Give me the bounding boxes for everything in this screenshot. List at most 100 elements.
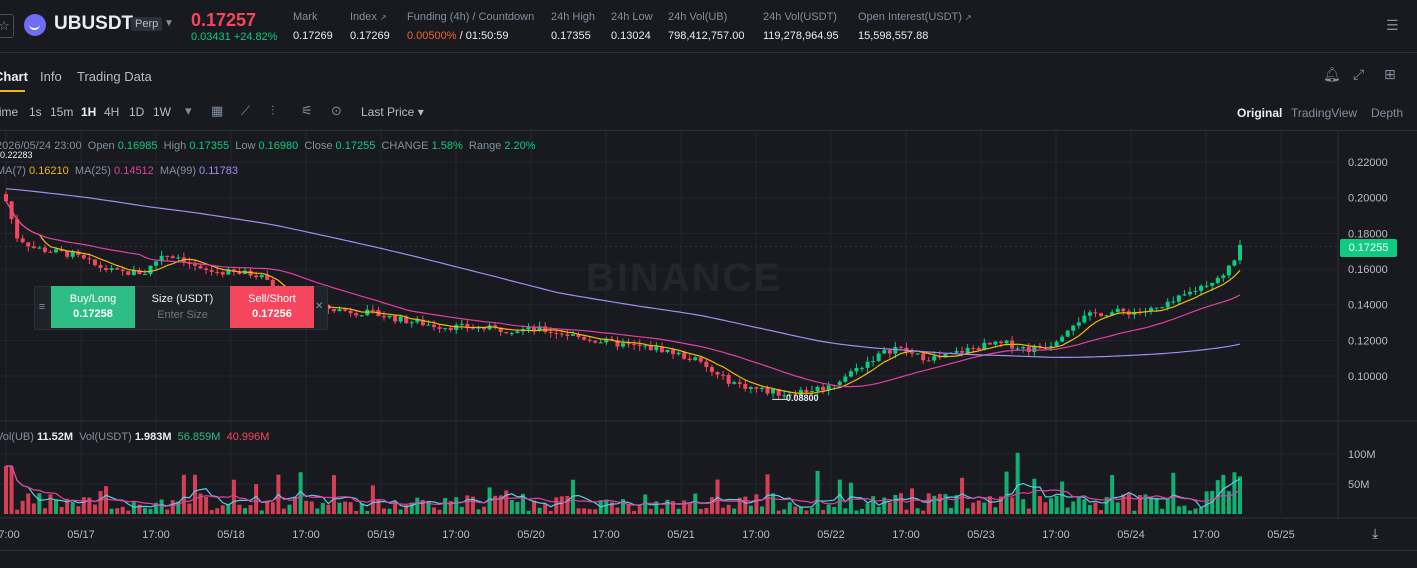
- line-chart-icon[interactable]: ⟋: [241, 103, 251, 118]
- candlestick-chart[interactable]: 0.22000 0.20000 0.18000 0.16000 0.14000 0.120…: [0, 131, 1417, 550]
- interval-time[interactable]: Time: [0, 105, 19, 119]
- volume-bar: [1082, 499, 1087, 514]
- candle-body: [343, 309, 348, 311]
- candle-body: [1093, 312, 1098, 314]
- volume-bar: [648, 508, 653, 514]
- candle-body: [1221, 275, 1226, 278]
- candle-body: [915, 353, 920, 355]
- time-tick-label: 05/23: [967, 529, 995, 541]
- stat-oi-label[interactable]: Open Interest(USDT) ↗: [858, 11, 972, 23]
- candle-body: [665, 349, 670, 353]
- candle-body: [771, 388, 776, 394]
- sell-short-button[interactable]: Sell/Short 0.17256: [230, 286, 314, 328]
- size-field: Size (USDT): [136, 286, 229, 328]
- volume-bar: [515, 502, 520, 514]
- volume-bar: [915, 508, 920, 514]
- candle-body: [643, 345, 648, 347]
- tab-chart[interactable]: Chart: [0, 69, 28, 84]
- volume-bar: [943, 494, 948, 514]
- candle-body: [1193, 290, 1198, 292]
- candle-body: [1199, 285, 1204, 291]
- more-menu-icon[interactable]: ☰: [1386, 17, 1399, 33]
- buy-long-button[interactable]: Buy/Long 0.17258: [51, 286, 135, 328]
- candle-body: [76, 251, 81, 255]
- volume-bar: [265, 501, 270, 514]
- drag-handle-icon[interactable]: ≡: [38, 301, 46, 313]
- interval-4h[interactable]: 4H: [104, 105, 120, 119]
- interval-1s[interactable]: 1s: [29, 105, 42, 119]
- candle-body: [476, 327, 481, 329]
- candle-body: [1215, 277, 1220, 283]
- time-tick-label: 05/19: [367, 529, 395, 541]
- candle-body: [20, 238, 25, 243]
- expand-icon[interactable]: ⤓: [1372, 525, 1379, 541]
- volume-bar: [365, 510, 370, 514]
- interval-1d[interactable]: 1D: [129, 105, 145, 119]
- volume-bar: [687, 503, 692, 514]
- candle-body: [704, 361, 709, 367]
- tab-trading-data[interactable]: Trading Data: [77, 69, 152, 84]
- volume-bar: [1087, 505, 1092, 514]
- candle-body: [593, 340, 598, 343]
- candle-body: [732, 382, 737, 384]
- candle-body: [198, 265, 203, 269]
- candle-body: [42, 247, 47, 252]
- volume-bar: [404, 505, 409, 514]
- tab-info[interactable]: Info: [40, 69, 62, 84]
- time-tick-label: 05/20: [517, 529, 545, 541]
- candle-body: [1115, 308, 1120, 313]
- calendar-icon[interactable]: ▦: [211, 103, 224, 118]
- stat-index-label[interactable]: Index ↗: [350, 11, 387, 23]
- candle-body: [721, 374, 726, 376]
- volume-bar: [198, 493, 203, 514]
- interval-1h[interactable]: 1H: [81, 105, 97, 119]
- volume-bar: [737, 497, 742, 514]
- symbol-name[interactable]: UBUSDT: [54, 13, 134, 34]
- volume-bar: [882, 497, 887, 514]
- candle-body: [659, 346, 664, 353]
- volume-bar: [204, 496, 209, 514]
- candle-body: [115, 268, 120, 270]
- candle-body: [971, 347, 976, 349]
- bottom-panel-bar: [0, 550, 1417, 568]
- volume-bar: [1121, 494, 1126, 514]
- volume-bar: [559, 496, 564, 514]
- time-tick-label: 17:00: [892, 529, 920, 541]
- layout-grid-icon[interactable]: ⊞: [1384, 66, 1396, 82]
- candle-body: [576, 334, 581, 337]
- volume-bar: [887, 502, 892, 514]
- price-tick-label: 0.18000: [1348, 228, 1388, 240]
- close-icon[interactable]: ✕: [315, 301, 324, 312]
- candle-type-icon[interactable]: ⫶: [271, 103, 275, 118]
- candle-body: [982, 342, 987, 350]
- volume-bar: [148, 509, 153, 514]
- settings-icon[interactable]: ⊙: [331, 103, 342, 118]
- candle-body: [1049, 346, 1054, 348]
- candle-body: [559, 333, 564, 335]
- candle-body: [1082, 315, 1087, 323]
- time-tick-label: 17:00: [592, 529, 620, 541]
- symbol-dropdown-icon[interactable]: ▼: [164, 18, 174, 29]
- view-original[interactable]: Original: [1237, 106, 1283, 120]
- interval-15m[interactable]: 15m: [50, 105, 74, 119]
- indicators-icon[interactable]: ⚟: [301, 103, 313, 118]
- favorite-star-icon[interactable]: ☆: [0, 14, 14, 38]
- bell-icon[interactable]: 🔔︎: [1323, 66, 1341, 82]
- fullscreen-icon[interactable]: ⤢: [1353, 66, 1365, 82]
- volume-bar: [876, 506, 881, 514]
- chart-grid: [0, 131, 1338, 514]
- candle-body: [237, 271, 242, 274]
- candle-body: [987, 342, 992, 345]
- time-tick-label: 17:00: [442, 529, 470, 541]
- interval-dropdown-icon[interactable]: ▾: [185, 103, 192, 118]
- view-depth[interactable]: Depth: [1371, 106, 1404, 120]
- volume-bar: [1010, 497, 1015, 514]
- size-input[interactable]: [140, 308, 225, 322]
- binance-watermark: BINANCE: [586, 256, 783, 300]
- interval-1w[interactable]: 1W: [153, 105, 171, 119]
- divider: [0, 130, 1417, 131]
- time-tick-label: 05/18: [217, 529, 245, 541]
- view-tradingview[interactable]: TradingView: [1291, 106, 1358, 120]
- candle-body: [59, 249, 64, 252]
- price-type-select[interactable]: Last Price ▾: [361, 105, 424, 119]
